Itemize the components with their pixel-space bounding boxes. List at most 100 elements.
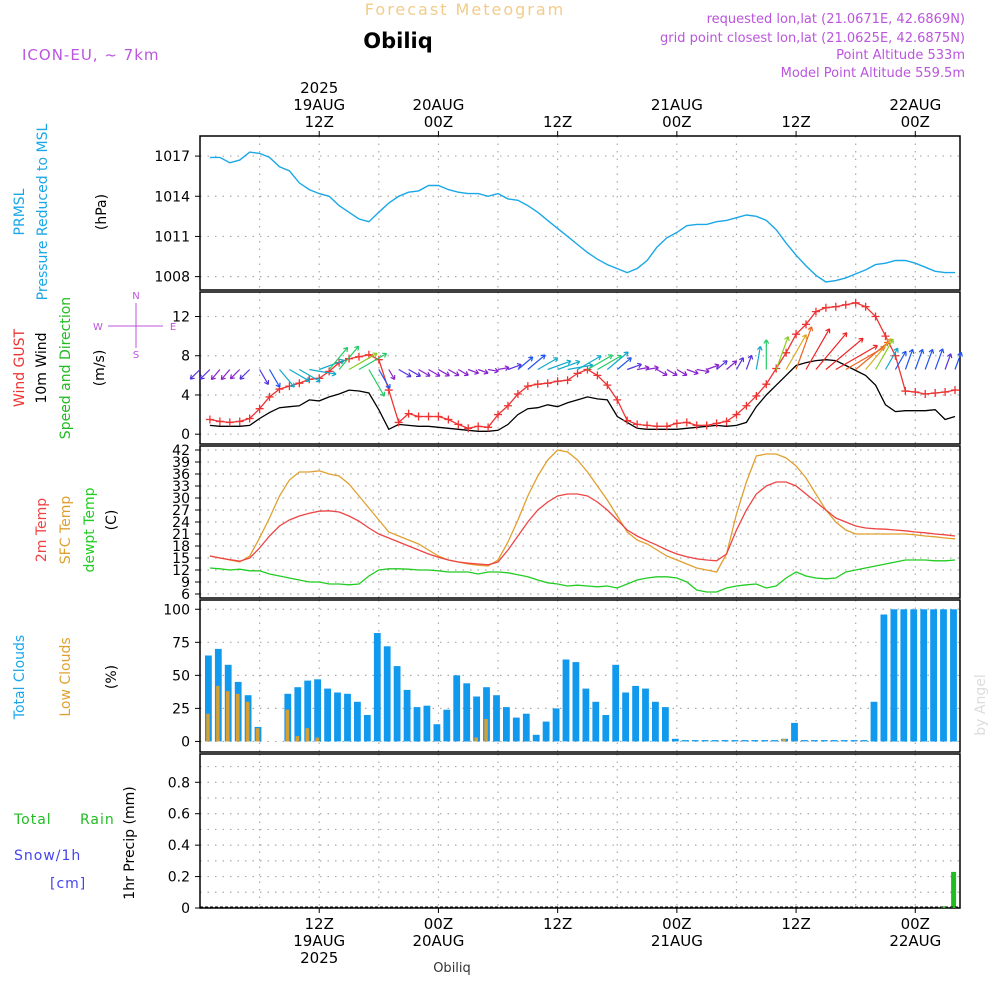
total-cloud-bar — [205, 655, 212, 742]
clouds-ytick-label: 0 — [181, 734, 190, 750]
wind-vector — [696, 368, 710, 374]
precip-label-cm: [cm] — [50, 876, 86, 892]
model-label: ICON-EU, ~ 7km — [22, 46, 160, 64]
gust-marker — [235, 417, 244, 426]
low-cloud-bar — [315, 737, 319, 742]
wind-vector — [924, 348, 935, 370]
total-cloud-bar — [880, 614, 888, 742]
pressure-label-prmsl: PRMSL — [12, 188, 28, 235]
wind-vector — [259, 369, 270, 386]
gust-marker — [543, 379, 552, 388]
wind-vector — [706, 363, 720, 371]
gust-marker — [404, 409, 413, 418]
wind-vector — [726, 360, 738, 370]
total-cloud-bar — [731, 740, 739, 742]
total-cloud-bar — [443, 709, 451, 742]
gust-line — [209, 302, 956, 429]
temp-ytick-label: 12 — [172, 563, 190, 579]
gust-marker — [782, 348, 791, 357]
total-cloud-bar — [393, 666, 401, 742]
total-cloud-bar — [761, 740, 769, 742]
total-cloud-bar — [334, 692, 341, 742]
total-cloud-bar — [950, 609, 957, 742]
time-top-label: 19AUG — [293, 96, 345, 114]
wind-vector — [338, 345, 360, 370]
total-cloud-bar — [592, 701, 600, 742]
low-cloud-bar — [305, 728, 309, 742]
clouds-frame — [199, 599, 961, 753]
wind-vector — [755, 345, 763, 370]
wind-vector — [805, 328, 831, 370]
clouds-ytick-label: 25 — [172, 701, 190, 717]
pressure-ytick-label: 1017 — [154, 149, 190, 165]
total-cloud-bar — [562, 659, 570, 742]
gust-marker — [215, 417, 224, 426]
precip-label-total: Total — [13, 812, 52, 828]
wind-vector — [557, 359, 581, 371]
temp-ytick-label: 9 — [181, 575, 190, 591]
wind-vector — [289, 368, 311, 382]
total-cloud-bar — [483, 687, 490, 742]
time-bottom-label: 21AUG — [651, 932, 703, 950]
total-cloud-bar — [820, 740, 828, 742]
gust-marker — [712, 419, 721, 428]
wind-vector — [268, 369, 281, 388]
gust-marker — [603, 381, 612, 390]
total-cloud-bar — [542, 721, 550, 742]
clouds-ytick-label: 75 — [172, 635, 190, 651]
gust-marker — [474, 422, 483, 431]
low-cloud-bar — [226, 691, 230, 742]
cloud-label-total: Total Clouds — [12, 635, 28, 720]
total-cloud-bar — [354, 701, 361, 742]
gust-marker — [225, 418, 234, 427]
temp-unit: (C) — [104, 510, 120, 531]
rain-bar — [941, 906, 947, 908]
total-cloud-bar — [811, 740, 818, 742]
temp-ytick-label: 33 — [172, 479, 190, 495]
temp-labels: 2m Temp SFC Temp dewpt Temp (C) — [34, 487, 120, 572]
gust-marker — [941, 388, 950, 397]
wind-labels: Wind GUST 10m Wind Speed and Direction (… — [12, 291, 176, 439]
total-cloud-bar — [940, 609, 947, 742]
gust-marker — [802, 320, 811, 329]
gust-marker — [295, 379, 304, 388]
wind-vector — [467, 368, 480, 375]
time-bottom-label: 19AUG — [293, 932, 345, 950]
wind-vector — [795, 326, 814, 370]
gust-marker — [205, 415, 214, 424]
gust-marker — [245, 414, 254, 423]
total-cloud-bar — [801, 740, 808, 742]
gust-marker — [613, 395, 622, 404]
compass-s: S — [133, 350, 139, 361]
total-cloud-bar — [830, 740, 838, 742]
gust-marker — [831, 302, 840, 311]
gust-marker — [424, 412, 433, 421]
wind-vector — [884, 347, 899, 370]
time-bottom-label: 00Z — [424, 915, 453, 933]
total-cloud-bar — [582, 688, 590, 742]
gust-marker — [553, 377, 562, 386]
gust-marker — [722, 417, 731, 426]
total-cloud-bar — [473, 696, 480, 742]
gust-marker — [742, 401, 751, 410]
total-cloud-bar — [493, 695, 500, 742]
gust-marker — [911, 388, 920, 397]
wind-vector — [775, 336, 790, 370]
gust-marker — [464, 424, 473, 433]
gust-marker — [623, 416, 632, 425]
wind-vector — [189, 369, 201, 380]
low-cloud-bar — [206, 713, 210, 742]
wind-vector — [199, 369, 211, 380]
total-cloud-bar — [771, 740, 778, 742]
gust-marker — [931, 389, 940, 398]
wind-vector — [368, 369, 386, 397]
gust-marker — [732, 410, 741, 419]
gust-marker — [255, 404, 264, 413]
wind-vector — [408, 368, 422, 378]
temp-frame — [199, 445, 961, 599]
total-cloud-bar — [314, 679, 321, 742]
gust-marker — [672, 419, 681, 428]
temp-label-dewpt: dewpt Temp — [82, 487, 98, 572]
